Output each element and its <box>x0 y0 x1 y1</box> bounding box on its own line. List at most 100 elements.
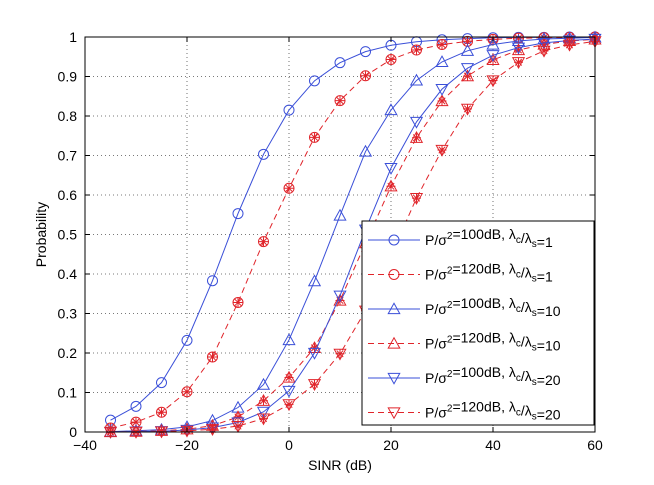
legend: P/σ2=100dB, λc/λs=1 P/σ2=120dB, λc/λs=1 P/… <box>361 220 595 426</box>
data-point <box>435 94 449 107</box>
simulation-point <box>233 421 243 431</box>
x-axis-label: SINR (dB) <box>308 457 372 473</box>
simulation-point <box>310 379 319 389</box>
legend-entry: P/σ2=120dB, λc/λs=1 <box>368 261 553 285</box>
legend-entry: P/σ2=100dB, λc/λs=20 <box>368 364 561 388</box>
x-tick-label: 60 <box>587 437 603 453</box>
simulation-point <box>463 36 472 46</box>
data-point <box>333 348 347 361</box>
y-axis-label: Probability <box>33 202 49 267</box>
data-point <box>309 75 320 87</box>
data-point <box>333 293 347 306</box>
data-point <box>562 39 577 52</box>
data-point <box>103 426 118 439</box>
data-point <box>537 45 551 58</box>
simulation-point <box>488 75 498 85</box>
data-point <box>282 385 296 398</box>
data-point <box>409 73 424 86</box>
data-point <box>282 399 296 412</box>
data-point <box>486 53 500 66</box>
simulation-point <box>310 343 319 353</box>
data-point <box>256 377 271 390</box>
data-point <box>258 236 269 248</box>
data-point <box>232 296 244 308</box>
x-tick-label: 0 <box>285 437 293 453</box>
data-point <box>486 37 500 50</box>
data-point <box>409 193 424 205</box>
data-point <box>307 347 322 360</box>
simulation-point <box>284 372 294 382</box>
data-point <box>256 406 271 419</box>
data-point <box>256 413 271 426</box>
y-tick-label: 0.4 <box>58 266 78 282</box>
simulation-point <box>335 96 345 106</box>
simulation-point <box>259 414 268 424</box>
data-point <box>333 208 347 221</box>
data-point <box>384 163 398 175</box>
data-point <box>205 422 220 435</box>
simulation-point <box>284 183 294 193</box>
data-point <box>334 57 346 69</box>
simulation-point <box>233 412 243 422</box>
y-tick-label: 0 <box>69 424 77 440</box>
y-tick-label: 0.2 <box>58 345 78 361</box>
y-tick-label: 0.5 <box>58 227 78 243</box>
legend-label: P/σ2=100dB, λc/λs=1 <box>425 226 553 250</box>
y-tick-label: 0.9 <box>58 69 78 85</box>
legend-label: P/σ2=120dB, λc/λs=10 <box>425 330 561 354</box>
data-point <box>156 377 167 389</box>
simulation-point <box>259 396 268 406</box>
data-point <box>207 275 218 287</box>
data-point <box>385 54 397 66</box>
data-point <box>562 35 577 48</box>
data-point <box>283 104 295 116</box>
data-point <box>511 43 526 56</box>
data-point <box>435 84 449 96</box>
data-point <box>282 333 296 346</box>
simulation-point <box>412 193 421 203</box>
simulation-point <box>361 71 370 81</box>
data-point <box>435 55 449 67</box>
data-point <box>409 130 424 143</box>
legend-entry: P/σ2=100dB, λc/λs=1 <box>368 226 553 250</box>
legend-marker <box>388 269 400 280</box>
data-point <box>537 37 551 50</box>
simulation-point <box>539 46 549 56</box>
simulation-point <box>157 407 166 417</box>
legend-marker <box>387 336 401 349</box>
simulation-point <box>514 45 523 55</box>
legend-entry: P/σ2=100dB, λc/λs=10 <box>368 295 561 319</box>
y-tick-label: 0.6 <box>58 187 78 203</box>
legend-label: P/σ2=100dB, λc/λs=20 <box>425 364 561 388</box>
data-point <box>181 386 193 398</box>
data-point <box>156 406 167 418</box>
data-point <box>307 274 322 287</box>
simulation-point <box>182 387 192 397</box>
data-point <box>256 394 271 406</box>
data-point <box>333 290 347 303</box>
data-point <box>511 57 526 70</box>
y-tick-label: 0.3 <box>58 306 78 322</box>
data-point <box>462 35 473 47</box>
simulation-point <box>208 424 217 434</box>
simulation-point <box>437 96 447 106</box>
data-point <box>181 334 193 346</box>
data-point <box>588 33 602 46</box>
simulation-point <box>463 71 472 81</box>
simulation-point <box>131 417 141 427</box>
data-point <box>258 148 269 160</box>
simulation-point <box>208 352 217 362</box>
data-point <box>309 131 320 143</box>
simulation-point <box>335 349 345 359</box>
x-tick-label: 40 <box>485 437 501 453</box>
legend-marker <box>387 302 401 315</box>
simulation-point <box>539 40 549 50</box>
simulation-point <box>259 237 268 247</box>
simulation-point <box>514 57 523 67</box>
simulation-point <box>386 181 396 191</box>
data-point <box>460 103 475 116</box>
legend-label: P/σ2=120dB, λc/λs=20 <box>425 399 561 423</box>
legend-entry: P/σ2=120dB, λc/λs=20 <box>368 399 561 423</box>
data-point <box>511 42 526 55</box>
